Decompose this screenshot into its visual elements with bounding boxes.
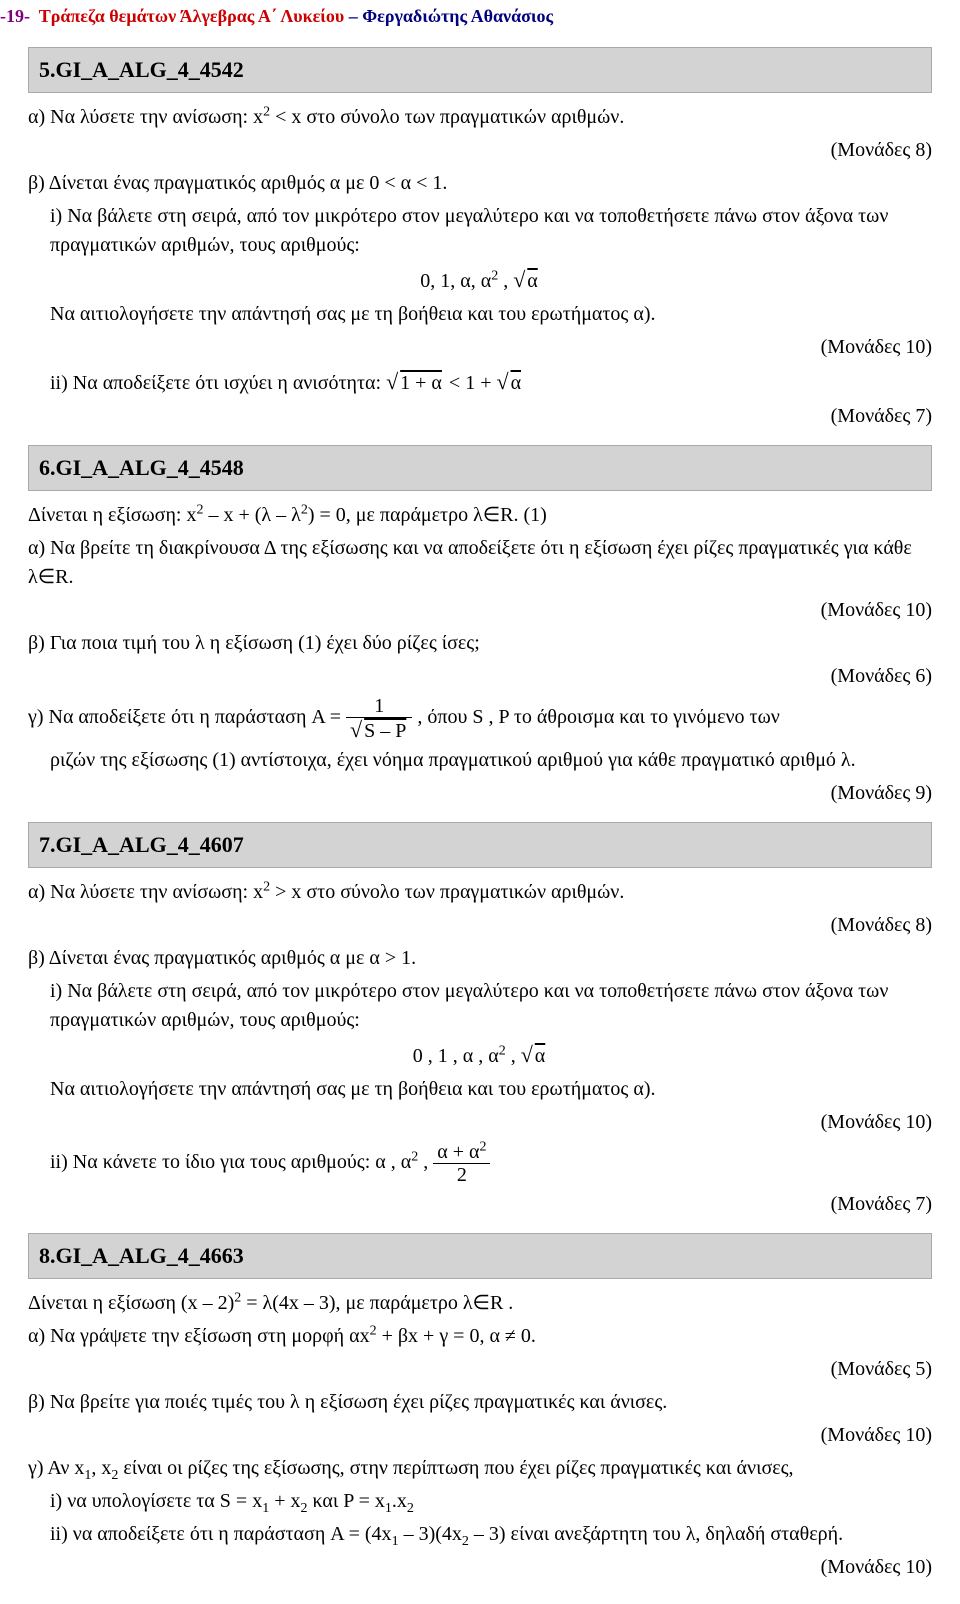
- page-number: -19-: [0, 6, 30, 26]
- page-header: -19- Τράπεζα θεμάτων Άλγεβρας Α΄ Λυκείου…: [0, 0, 960, 33]
- section-5-id: 5.GI_A_ALG_4_4542: [28, 47, 932, 93]
- sec8-c: γ) Αν x1, x2 είναι οι ρίζες της εξίσωσης…: [28, 1454, 932, 1483]
- sec8-a: α) Να γράψετε την εξίσωση στη μορφή αx2 …: [28, 1322, 932, 1351]
- sec6-a: α) Να βρείτε τη διακρίνουσα Δ της εξίσωσ…: [28, 534, 932, 592]
- sec6-m10: (Μονάδες 10): [28, 596, 932, 625]
- sec5-i1: i) Να βάλετε στη σειρά, από τον μικρότερ…: [28, 202, 932, 260]
- sec5-b: β) Δίνεται ένας πραγματικός αριθμός α με…: [28, 169, 932, 198]
- sec7-ii: ii) Να κάνετε το ίδιο για τους αριθμούς:…: [28, 1141, 932, 1186]
- sec6-c: γ) Να αποδείξετε ότι η παράσταση A = 1 √…: [28, 695, 932, 742]
- sec6-c2: ριζών της εξίσωσης (1) αντίστοιχα, έχει …: [28, 746, 932, 775]
- sec8-l1: Δίνεται η εξίσωση (x – 2)2 = λ(4x – 3), …: [28, 1289, 932, 1318]
- sec8-i: i) να υπολογίσετε τα S = x1 + x2 και P =…: [28, 1487, 932, 1516]
- sec8-m10b: (Μονάδες 10): [28, 1553, 932, 1582]
- header-title-blue: Φεργαδιώτης Αθανάσιος: [362, 6, 553, 26]
- sec6-frac: 1 √S – P: [346, 695, 412, 742]
- sec7-i1: i) Να βάλετε στη σειρά, από τον μικρότερ…: [28, 977, 932, 1035]
- sec5-a: α) Να λύσετε την ανίσωση: x2 < x στο σύν…: [28, 103, 932, 132]
- sec5-i1b: Να αιτιολογήσετε την απάντησή σας με τη …: [28, 300, 932, 329]
- section-6-id: 6.GI_A_ALG_4_4548: [28, 445, 932, 491]
- sec8-b: β) Να βρείτε για ποιές τιμές του λ η εξί…: [28, 1388, 932, 1417]
- sec6-m6: (Μονάδες 6): [28, 662, 932, 691]
- sec8-ii: ii) να αποδείξετε ότι η παράσταση A = (4…: [28, 1520, 932, 1549]
- section-7-id: 7.GI_A_ALG_4_4607: [28, 822, 932, 868]
- sec5-m7: (Μονάδες 7): [28, 402, 932, 431]
- sec7-b: β) Δίνεται ένας πραγματικός αριθμός α με…: [28, 944, 932, 973]
- sec7-a: α) Να λύσετε την ανίσωση: x2 > x στο σύν…: [28, 878, 932, 907]
- sec7-nums: 0 , 1 , α , α2 , √α: [28, 1039, 932, 1071]
- sec5-m8: (Μονάδες 8): [28, 136, 932, 165]
- sec6-l1: Δίνεται η εξίσωση: x2 – x + (λ – λ2) = 0…: [28, 501, 932, 530]
- header-dash: –: [344, 6, 362, 26]
- sec5-ii: ii) Να αποδείξετε ότι ισχύει η ανισότητα…: [28, 366, 932, 398]
- header-title-red: Τράπεζα θεμάτων Άλγεβρας Α΄ Λυκείου: [39, 6, 345, 26]
- sec5-m10: (Μονάδες 10): [28, 333, 932, 362]
- sec7-frac: α + α2 2: [433, 1141, 490, 1186]
- sec8-m5: (Μονάδες 5): [28, 1355, 932, 1384]
- sec5-nums: 0, 1, α, α2 , √α: [28, 264, 932, 296]
- sec8-m10: (Μονάδες 10): [28, 1421, 932, 1450]
- section-8-id: 8.GI_A_ALG_4_4663: [28, 1233, 932, 1279]
- sec7-i1b: Να αιτιολογήσετε την απάντησή σας με τη …: [28, 1075, 932, 1104]
- page-content: 5.GI_A_ALG_4_4542 α) Να λύσετε την ανίσω…: [0, 47, 960, 1604]
- sec7-m7: (Μονάδες 7): [28, 1190, 932, 1219]
- sec6-m9: (Μονάδες 9): [28, 779, 932, 808]
- sec7-m8: (Μονάδες 8): [28, 911, 932, 940]
- sec6-b: β) Για ποια τιμή του λ η εξίσωση (1) έχε…: [28, 629, 932, 658]
- sec7-m10: (Μονάδες 10): [28, 1108, 932, 1137]
